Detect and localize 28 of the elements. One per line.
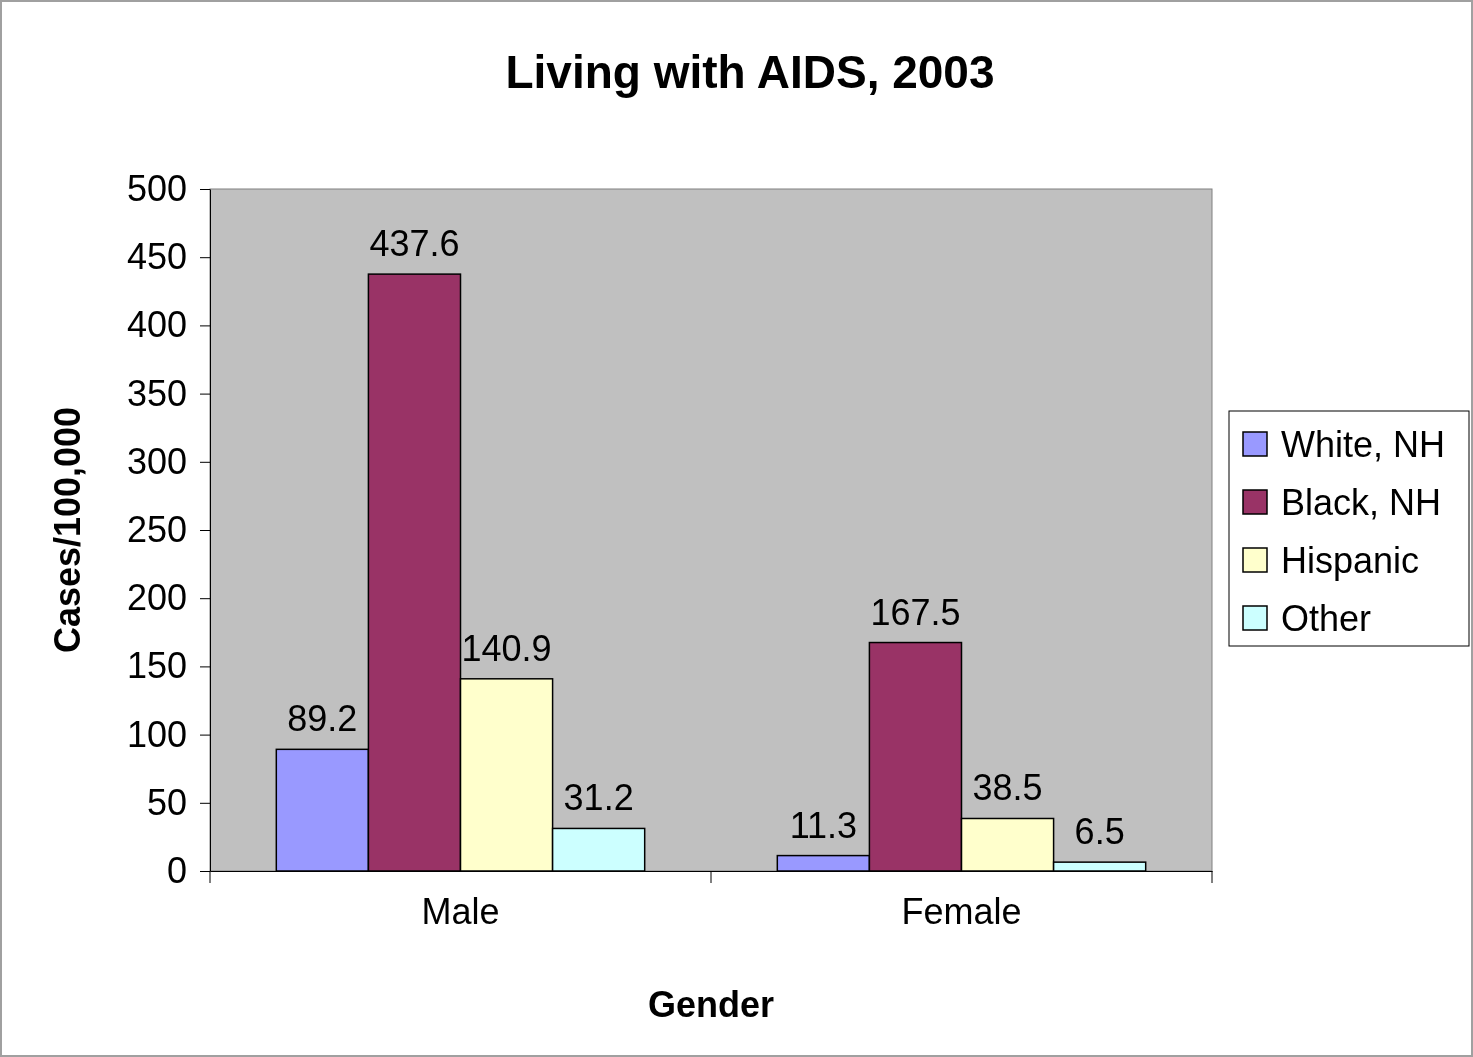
y-tick-label: 350 [126,372,187,414]
y-tick-label: 100 [126,713,187,755]
legend-label: Hispanic [1281,540,1420,581]
y-tick-label: 250 [126,509,187,551]
y-tick-label: 150 [126,645,187,687]
y-tick-label: 450 [126,236,187,278]
data-label: 167.5 [870,591,961,633]
data-label: 89.2 [287,698,358,740]
y-tick-label: 400 [126,304,187,346]
legend-label: White, NH [1281,424,1446,465]
chart-title: Living with AIDS, 2003 [505,46,995,98]
y-tick-label: 300 [126,440,187,482]
data-label: 140.9 [461,627,552,669]
legend-label: Black, NH [1281,482,1442,523]
data-label: 31.2 [563,777,634,819]
data-label: 6.5 [1074,811,1125,853]
y-tick-label: 0 [166,850,187,892]
data-label: 437.6 [369,223,460,265]
y-axis-title: Cases/100,000 [47,406,88,654]
legend-label: Other [1281,598,1372,639]
data-label: 11.3 [789,804,858,846]
y-tick-label: 200 [126,577,187,619]
x-axis-title: Gender [647,984,775,1025]
y-tick-label: 500 [126,168,187,210]
y-tick-label: 50 [146,781,187,823]
x-tick-label: Female [901,891,1022,932]
data-label: 38.5 [972,767,1043,809]
x-tick-label: Male [421,891,500,932]
